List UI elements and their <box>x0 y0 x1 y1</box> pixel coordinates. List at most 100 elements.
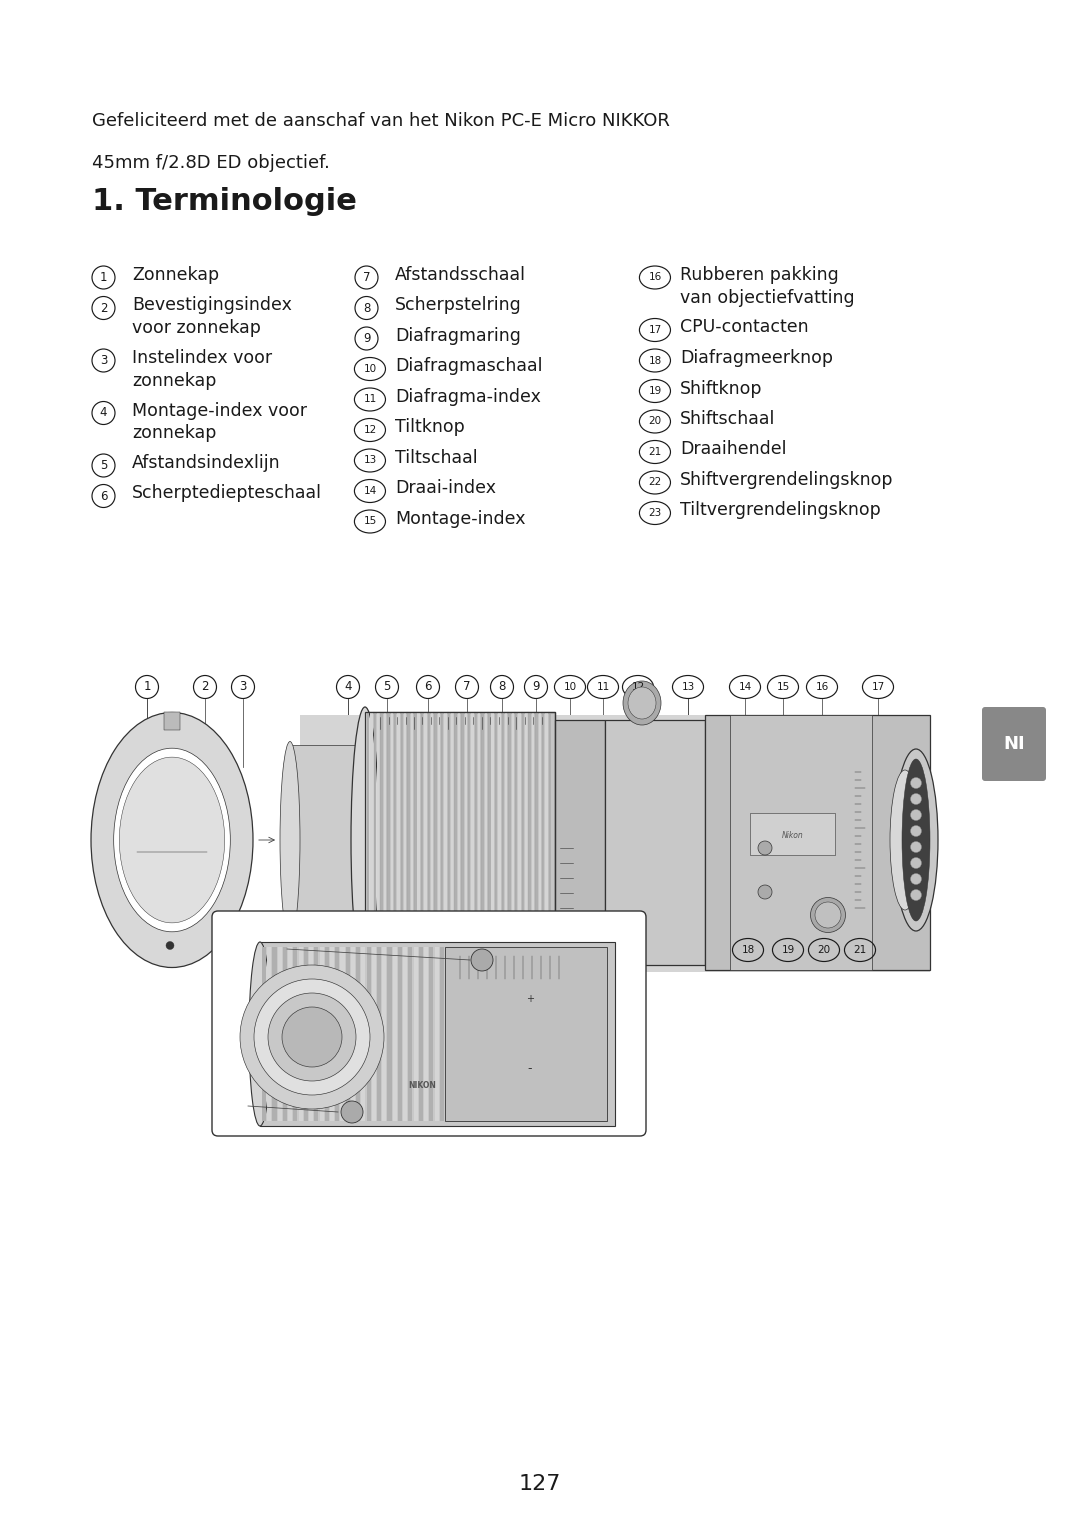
Text: 9: 9 <box>532 680 540 694</box>
Text: 21: 21 <box>648 447 662 457</box>
Bar <box>512 712 514 979</box>
Text: Rubberen pakking
van objectiefvatting: Rubberen pakking van objectiefvatting <box>680 266 854 307</box>
Bar <box>528 712 531 979</box>
Bar <box>434 947 438 1122</box>
Ellipse shape <box>351 708 379 973</box>
Text: 23: 23 <box>648 508 662 517</box>
Ellipse shape <box>113 749 230 931</box>
Ellipse shape <box>810 898 846 933</box>
Bar <box>536 712 538 979</box>
Ellipse shape <box>471 950 492 971</box>
Bar <box>485 712 487 979</box>
Text: Scherpstelring: Scherpstelring <box>395 297 522 315</box>
Bar <box>525 712 527 979</box>
Text: Zonnekap: Zonnekap <box>132 266 219 285</box>
Bar <box>440 947 444 1122</box>
Bar <box>372 947 376 1122</box>
Text: 20: 20 <box>648 417 662 426</box>
Text: Shiftvergrendelingsknop: Shiftvergrendelingsknop <box>680 470 893 489</box>
Bar <box>428 712 430 979</box>
Bar <box>335 947 339 1122</box>
Bar <box>278 947 282 1122</box>
Text: Bevestigingsindex
voor zonnekap: Bevestigingsindex voor zonnekap <box>132 297 292 338</box>
Text: 5: 5 <box>383 680 391 694</box>
Bar <box>605 720 705 965</box>
Text: Diafragmaschaal: Diafragmaschaal <box>395 358 542 376</box>
Bar <box>330 947 334 1122</box>
Text: 10: 10 <box>363 364 377 374</box>
Bar <box>367 712 369 979</box>
Bar <box>518 712 521 979</box>
Bar <box>294 947 297 1122</box>
Bar <box>356 947 361 1122</box>
Text: 6: 6 <box>99 490 107 502</box>
Ellipse shape <box>815 903 841 928</box>
Text: 8: 8 <box>363 301 370 315</box>
Bar <box>468 712 470 979</box>
Text: Tiltvergrendelingsknop: Tiltvergrendelingsknop <box>680 502 881 519</box>
Text: 16: 16 <box>815 682 828 693</box>
Bar <box>300 715 930 973</box>
Bar <box>320 947 324 1122</box>
Bar <box>555 720 605 968</box>
Bar <box>388 712 390 979</box>
Bar <box>444 712 447 979</box>
Bar <box>431 712 433 979</box>
Circle shape <box>282 1008 342 1067</box>
Text: 127: 127 <box>518 1473 562 1495</box>
Bar <box>283 947 287 1122</box>
Bar <box>407 712 409 979</box>
Text: Tiltknop: Tiltknop <box>395 419 464 437</box>
Bar <box>410 712 414 979</box>
Ellipse shape <box>890 770 920 910</box>
Bar <box>478 712 481 979</box>
Text: 1: 1 <box>144 680 151 694</box>
Text: Draai-index: Draai-index <box>395 479 496 498</box>
Ellipse shape <box>894 749 939 931</box>
Ellipse shape <box>120 756 225 922</box>
Text: 23: 23 <box>227 1110 240 1119</box>
Bar <box>471 712 474 979</box>
Text: 45mm f/2.8D ED objectief.: 45mm f/2.8D ED objectief. <box>92 154 329 172</box>
Bar <box>474 712 477 979</box>
Text: Montage-index voor
zonnekap: Montage-index voor zonnekap <box>132 402 307 443</box>
Bar <box>325 947 328 1122</box>
Text: 15: 15 <box>363 516 377 527</box>
Text: 18: 18 <box>741 945 755 954</box>
Bar <box>424 712 427 979</box>
Bar <box>515 712 517 979</box>
Bar <box>262 947 266 1122</box>
Text: NI: NI <box>1003 735 1025 753</box>
Text: Shiftknop: Shiftknop <box>680 379 762 397</box>
Bar <box>314 947 319 1122</box>
Text: Montage-index: Montage-index <box>395 510 526 528</box>
Bar <box>164 712 180 731</box>
Bar <box>498 712 501 979</box>
Text: Diafragmeerknop: Diafragmeerknop <box>680 349 833 367</box>
Bar <box>391 712 393 979</box>
Bar <box>351 947 355 1122</box>
Circle shape <box>910 810 921 820</box>
Text: 11: 11 <box>363 394 377 405</box>
Bar <box>362 947 365 1122</box>
Bar <box>545 712 548 979</box>
Text: 11: 11 <box>596 682 609 693</box>
Text: 13: 13 <box>363 455 377 466</box>
Bar <box>393 947 396 1122</box>
Bar <box>346 947 350 1122</box>
Bar <box>414 947 418 1122</box>
Text: Gefeliciteerd met de aanschaf van het Nikon PC-E Micro NIKKOR: Gefeliciteerd met de aanschaf van het Ni… <box>92 113 670 129</box>
Text: 9: 9 <box>363 332 370 345</box>
Circle shape <box>910 793 921 805</box>
Bar <box>272 947 276 1122</box>
Bar <box>377 712 379 979</box>
Bar <box>365 712 555 979</box>
Bar <box>418 712 420 979</box>
Text: Afstandsindexlijn: Afstandsindexlijn <box>132 454 281 472</box>
Text: Diafragma-index: Diafragma-index <box>395 388 541 406</box>
Bar <box>549 712 551 979</box>
Circle shape <box>268 992 356 1081</box>
Bar <box>288 947 293 1122</box>
Circle shape <box>758 842 772 855</box>
Bar <box>260 942 615 1126</box>
